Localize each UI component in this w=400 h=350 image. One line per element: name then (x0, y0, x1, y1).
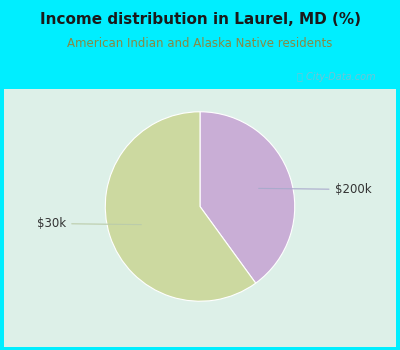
Text: $30k: $30k (37, 217, 141, 230)
Wedge shape (105, 112, 256, 301)
Bar (4, 89, 396, 346)
Wedge shape (200, 112, 295, 283)
Text: Ⓢ City-Data.com: Ⓢ City-Data.com (297, 72, 376, 82)
Text: Income distribution in Laurel, MD (%): Income distribution in Laurel, MD (%) (40, 12, 360, 27)
Text: $200k: $200k (259, 183, 371, 196)
Text: American Indian and Alaska Native residents: American Indian and Alaska Native reside… (67, 37, 333, 50)
